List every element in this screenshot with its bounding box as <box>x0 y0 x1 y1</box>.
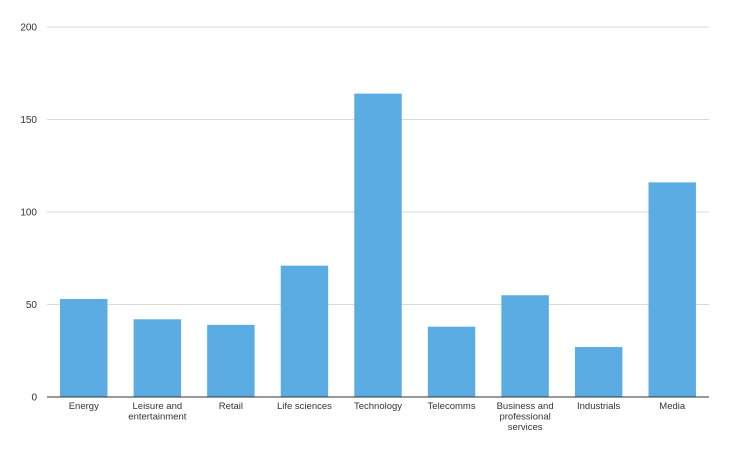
bar-3 <box>280 265 329 397</box>
x-tick-label-line: Technology <box>354 401 402 412</box>
bar-1 <box>133 319 182 397</box>
x-tick-label: Life sciences <box>277 401 332 412</box>
x-tick-label: Industrials <box>577 401 621 412</box>
bar-0 <box>60 298 108 397</box>
x-tick-label-line: Industrials <box>577 401 621 412</box>
x-tick-label-line: Leisure and <box>133 401 183 412</box>
x-tick-label: Technology <box>354 401 402 412</box>
x-tick-label: Media <box>659 401 686 412</box>
bars <box>60 93 696 397</box>
x-tick-label-line: Life sciences <box>277 401 332 412</box>
y-tick-label: 50 <box>26 300 38 311</box>
x-tick-label: Retail <box>219 401 243 412</box>
x-tick-label-line: Retail <box>219 401 243 412</box>
y-tick-label: 200 <box>20 23 37 34</box>
x-tick-label-line: Telecomms <box>428 401 476 412</box>
y-axis-ticks: 0 50 100 150 200 <box>20 23 37 404</box>
x-tick-label: Leisure and entertainment <box>128 401 186 423</box>
y-tick-label: 150 <box>20 115 37 126</box>
bar-2 <box>207 324 255 397</box>
y-tick-label: 0 <box>31 393 37 404</box>
y-tick-label: 100 <box>20 208 37 219</box>
x-tick-label: Energy <box>69 401 99 412</box>
x-tick-label: Business and professional services <box>497 401 554 433</box>
x-tick-label-line: professional <box>499 412 550 423</box>
x-tick-label-line: entertainment <box>128 412 186 423</box>
bar-7 <box>574 347 623 397</box>
x-tick-label-line: Media <box>659 401 686 412</box>
bar-4 <box>354 93 402 397</box>
x-tick-label: Telecomms <box>428 401 476 412</box>
x-tick-label-line: Energy <box>69 401 99 412</box>
x-tick-label-line: Business and <box>497 401 554 412</box>
bar-5 <box>427 326 476 397</box>
x-tick-label-line: services <box>508 422 543 433</box>
bar-6 <box>501 295 549 397</box>
bar-8 <box>648 182 696 397</box>
x-axis-labels: Energy Leisure and entertainment Retail Life… <box>69 401 686 433</box>
